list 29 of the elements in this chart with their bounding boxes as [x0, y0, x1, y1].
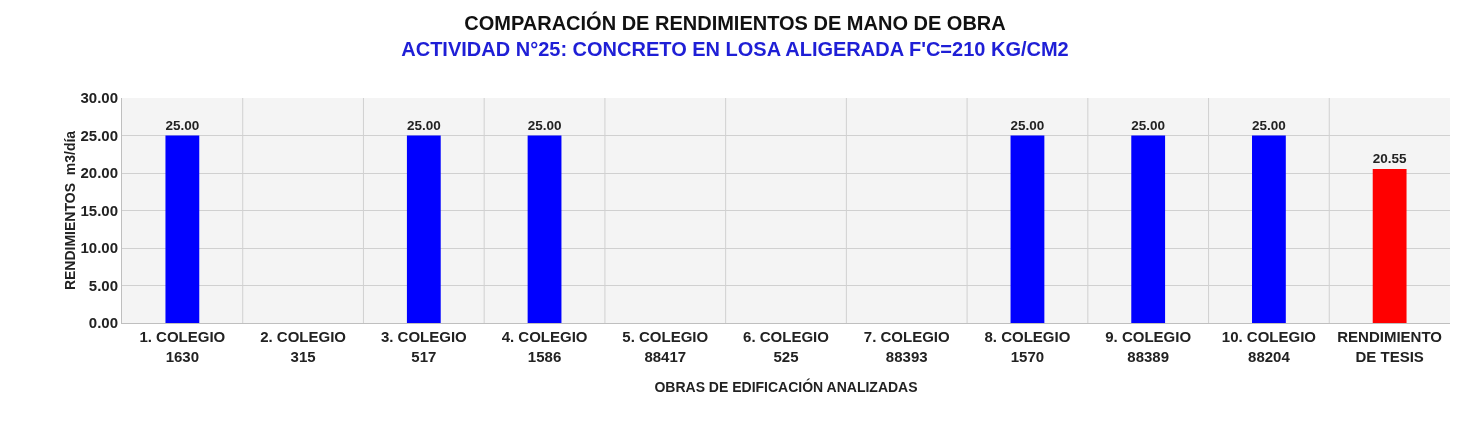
- data-label: 25.00: [165, 117, 200, 133]
- x-tick-label: 8. COLEGIO 1570: [984, 328, 1071, 365]
- x-tick-label: 2. COLEGIO 315: [260, 328, 347, 365]
- y-tick-label: 10.00: [80, 239, 118, 257]
- x-tick-label: 1. COLEGIO 1630: [139, 328, 226, 365]
- y-tick-label: 20.00: [80, 164, 118, 182]
- x-tick-label: 10. COLEGIO 88204: [1221, 328, 1317, 365]
- x-tick-label: 5. COLEGIO 88417: [622, 328, 709, 365]
- x-tick-label: 4. COLEGIO 1586: [501, 328, 588, 365]
- data-label: 25.00: [406, 117, 441, 133]
- y-tick-label: 25.00: [80, 126, 118, 144]
- x-tick-label: 7. COLEGIO 88393: [863, 328, 950, 365]
- y-tick-label: 15.00: [80, 201, 118, 219]
- x-tick-label: RENDIMIENTO DE TESIS: [1337, 328, 1443, 365]
- x-tick-label: 9. COLEGIO 88389: [1105, 328, 1192, 365]
- y-tick-label: 5.00: [88, 276, 118, 294]
- data-label: 25.00: [1010, 117, 1045, 133]
- data-label: 25.00: [527, 117, 562, 133]
- x-tick-label: 3. COLEGIO 517: [380, 328, 468, 365]
- y-tick-label: 0.00: [88, 314, 118, 332]
- data-label: 25.00: [1131, 117, 1166, 133]
- y-axis-title: RENDIMIENTOS m3/día: [62, 130, 79, 291]
- x-axis-title: OBRAS DE EDIFICACIÓN ANALIZADAS: [654, 377, 918, 395]
- y-tick-label: 30.00: [80, 89, 118, 107]
- chart-subtitle: ACTIVIDAD N°25: CONCRETO EN LOSA ALIGERADA F'C=210 KG/CM2: [401, 37, 1069, 60]
- data-label: 20.55: [1372, 151, 1408, 167]
- x-tick-label: 6. COLEGIO 525: [743, 328, 830, 365]
- chart-title: COMPARACIÓN DE RENDIMIENTOS DE MANO DE OBRA: [464, 10, 1006, 34]
- data-label: 25.00: [1252, 117, 1286, 133]
